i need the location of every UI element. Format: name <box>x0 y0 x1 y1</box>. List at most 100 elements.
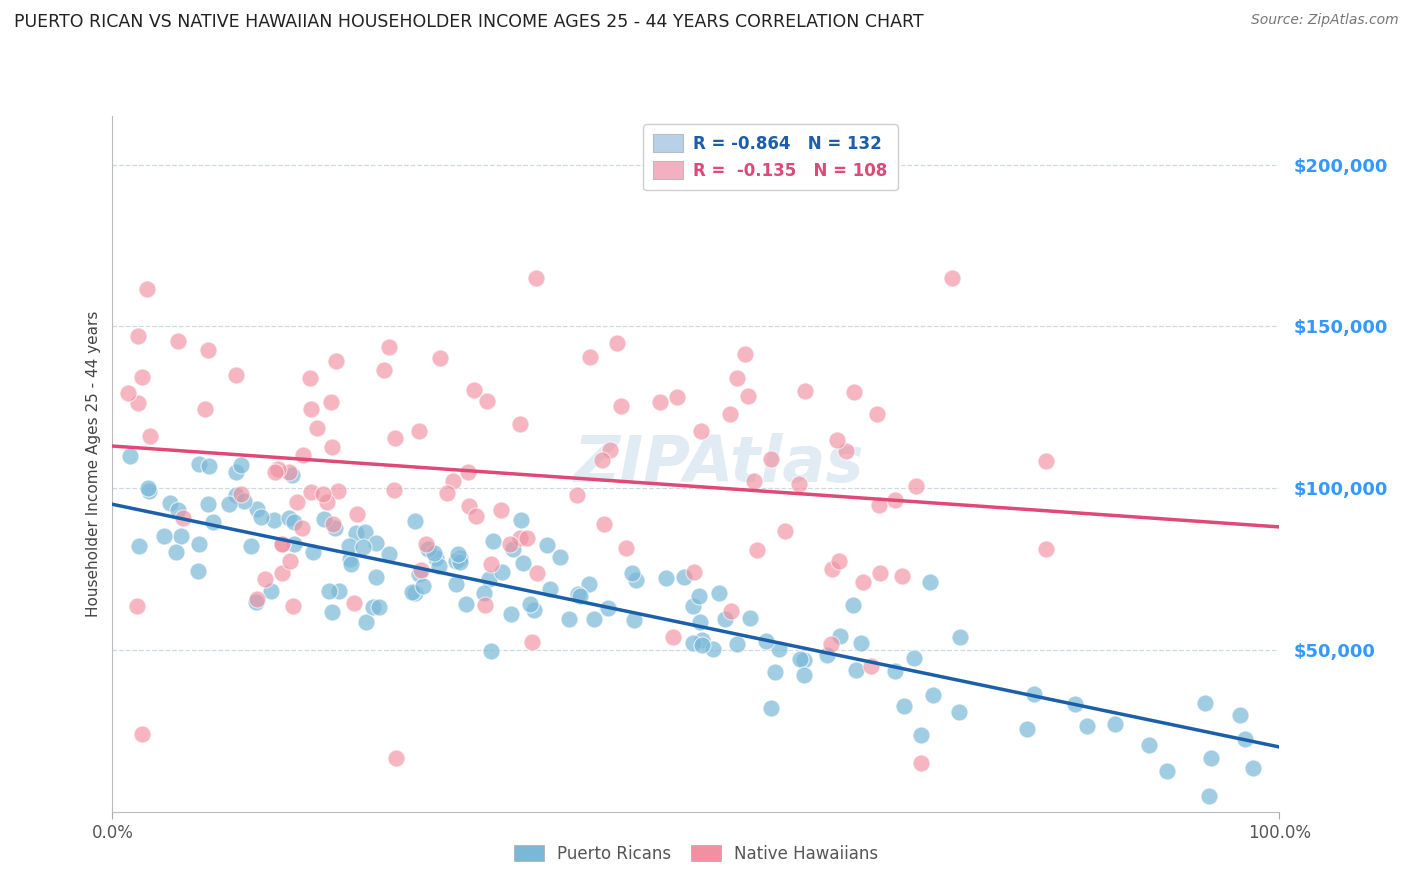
Point <box>253 572 276 586</box>
Point <box>409 563 432 577</box>
Point <box>768 642 790 657</box>
Point <box>249 510 271 524</box>
Point <box>655 571 678 585</box>
Point <box>346 508 368 522</box>
Point <box>323 521 346 535</box>
Point <box>1035 454 1057 468</box>
Point <box>718 407 741 421</box>
Point <box>910 728 932 742</box>
Point <box>568 589 591 603</box>
Point <box>128 539 150 553</box>
Text: ZIPAtlas: ZIPAtlas <box>574 433 865 495</box>
Point <box>591 453 613 467</box>
Point <box>299 485 322 500</box>
Point <box>125 599 148 614</box>
Point <box>650 395 672 409</box>
Point <box>465 508 488 523</box>
Point <box>565 488 588 502</box>
Point <box>948 706 970 720</box>
Point <box>738 611 761 625</box>
Point <box>688 589 710 603</box>
Point <box>172 510 194 524</box>
Point <box>1104 717 1126 731</box>
Point <box>117 385 139 400</box>
Point <box>436 486 458 500</box>
Point <box>302 544 325 558</box>
Point <box>264 465 287 479</box>
Point <box>378 547 401 561</box>
Point <box>578 350 600 364</box>
Point <box>1076 719 1098 733</box>
Point <box>136 282 159 296</box>
Point <box>1137 738 1160 752</box>
Point <box>910 756 932 771</box>
Point <box>423 546 446 560</box>
Point <box>501 607 523 622</box>
Point <box>283 515 305 529</box>
Point <box>815 648 838 662</box>
Point <box>167 503 190 517</box>
Point <box>165 545 187 559</box>
Point <box>689 425 711 439</box>
Point <box>1229 707 1251 722</box>
Point <box>845 663 868 677</box>
Point <box>526 566 548 580</box>
Point <box>567 587 589 601</box>
Legend: Puerto Ricans, Native Hawaiians: Puerto Ricans, Native Hawaiians <box>506 838 886 870</box>
Point <box>859 659 882 673</box>
Point <box>246 501 269 516</box>
Point <box>499 537 522 551</box>
Point <box>1198 789 1220 803</box>
Point <box>339 552 361 566</box>
Point <box>444 554 467 568</box>
Point <box>941 271 963 285</box>
Point <box>620 566 643 580</box>
Point <box>475 394 498 409</box>
Point <box>384 431 406 445</box>
Point <box>454 597 477 611</box>
Point <box>787 476 810 491</box>
Point <box>918 574 941 589</box>
Point <box>194 401 217 416</box>
Point <box>225 487 247 501</box>
Point <box>820 562 842 576</box>
Point <box>759 452 782 467</box>
Point <box>245 595 267 609</box>
Point <box>246 592 269 607</box>
Point <box>285 495 308 509</box>
Point <box>136 481 159 495</box>
Point <box>225 465 247 479</box>
Point <box>312 512 335 526</box>
Point <box>683 566 706 580</box>
Point <box>512 556 534 570</box>
Point <box>592 517 614 532</box>
Point <box>720 604 742 618</box>
Point <box>344 525 367 540</box>
Point <box>127 329 149 343</box>
Point <box>755 634 778 648</box>
Point <box>868 499 890 513</box>
Point <box>218 497 240 511</box>
Point <box>263 512 285 526</box>
Point <box>690 632 713 647</box>
Point <box>356 615 378 630</box>
Point <box>830 629 852 643</box>
Point <box>120 450 142 464</box>
Point <box>922 688 945 702</box>
Point <box>793 653 815 667</box>
Point <box>509 513 531 527</box>
Point <box>794 384 817 398</box>
Point <box>267 462 290 476</box>
Point <box>682 636 704 650</box>
Point <box>578 577 600 591</box>
Point <box>596 600 619 615</box>
Point <box>170 529 193 543</box>
Point <box>457 465 479 479</box>
Point <box>278 510 301 524</box>
Point <box>229 458 252 473</box>
Point <box>714 612 737 626</box>
Point <box>319 395 342 409</box>
Point <box>458 500 481 514</box>
Point <box>281 599 304 614</box>
Point <box>283 536 305 550</box>
